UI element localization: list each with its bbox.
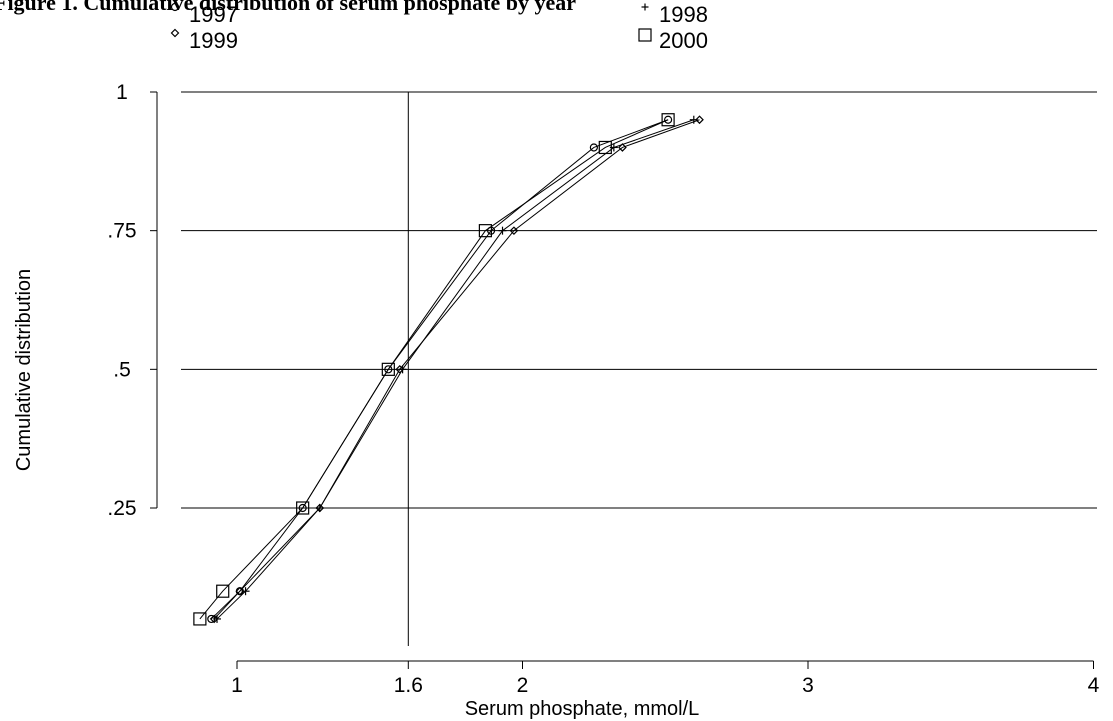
data-point-plus — [498, 226, 507, 235]
legend: 1997 1998 1999 2000 — [170, 2, 708, 53]
data-point-circle — [384, 365, 393, 374]
x-tick-label: 4 — [1088, 674, 1100, 697]
data-point-diamond — [695, 115, 704, 125]
legend-label: 1997 — [189, 2, 238, 27]
legend-marker-square — [638, 28, 652, 42]
data-point-diamond — [618, 143, 627, 152]
x-tick-label: 3 — [802, 674, 814, 697]
legend-label: 2000 — [659, 28, 708, 53]
series-line — [213, 119, 700, 620]
y-tick-label: .5 — [113, 358, 131, 381]
data-point-circle — [589, 143, 598, 152]
legend-marker-diamond — [170, 28, 180, 38]
legend-item: 1998 — [641, 2, 708, 27]
series-layer — [193, 113, 704, 626]
x-tick-label: 2 — [517, 674, 529, 697]
axes: .25 .5 .75 1 1 1.6 2 3 4 — [107, 81, 1099, 697]
y-axis-label: Cumulative distribution — [13, 269, 35, 471]
data-point-square — [381, 362, 395, 376]
x-axis-label: Serum phosphate, mmol/L — [465, 698, 700, 720]
data-point-diamond — [315, 503, 325, 513]
data-point-square — [598, 140, 612, 155]
data-point-diamond — [235, 586, 245, 596]
legend-label: 1999 — [189, 28, 238, 53]
y-tick-label: 1 — [116, 81, 128, 104]
series-1999 — [209, 115, 704, 624]
data-point-square — [296, 501, 310, 515]
legend-label: 1998 — [659, 2, 708, 27]
data-point-square — [661, 113, 675, 127]
data-point-circle — [664, 115, 673, 124]
legend-marker-circle — [170, 2, 180, 12]
x-tick-label: 1 — [231, 674, 243, 697]
y-tick-label: .25 — [107, 497, 136, 520]
legend-item: 1999 — [170, 28, 238, 53]
gridlines — [181, 91, 1097, 509]
data-point-diamond — [395, 364, 405, 374]
series-2000 — [193, 113, 675, 626]
series-line — [199, 119, 669, 620]
data-point-square — [216, 584, 230, 598]
data-point-square — [478, 224, 492, 238]
legend-item: 2000 — [638, 28, 708, 53]
data-point-square — [193, 612, 207, 626]
x-tick-label: 1.6 — [394, 674, 423, 697]
data-point-diamond — [509, 226, 519, 236]
legend-item: 1997 — [170, 2, 238, 27]
data-point-circle — [298, 503, 307, 513]
chart-title: Figure 1. Cumulative distribution of ser… — [0, 0, 576, 15]
y-tick-label: .75 — [107, 220, 136, 243]
data-point-diamond — [209, 614, 219, 624]
